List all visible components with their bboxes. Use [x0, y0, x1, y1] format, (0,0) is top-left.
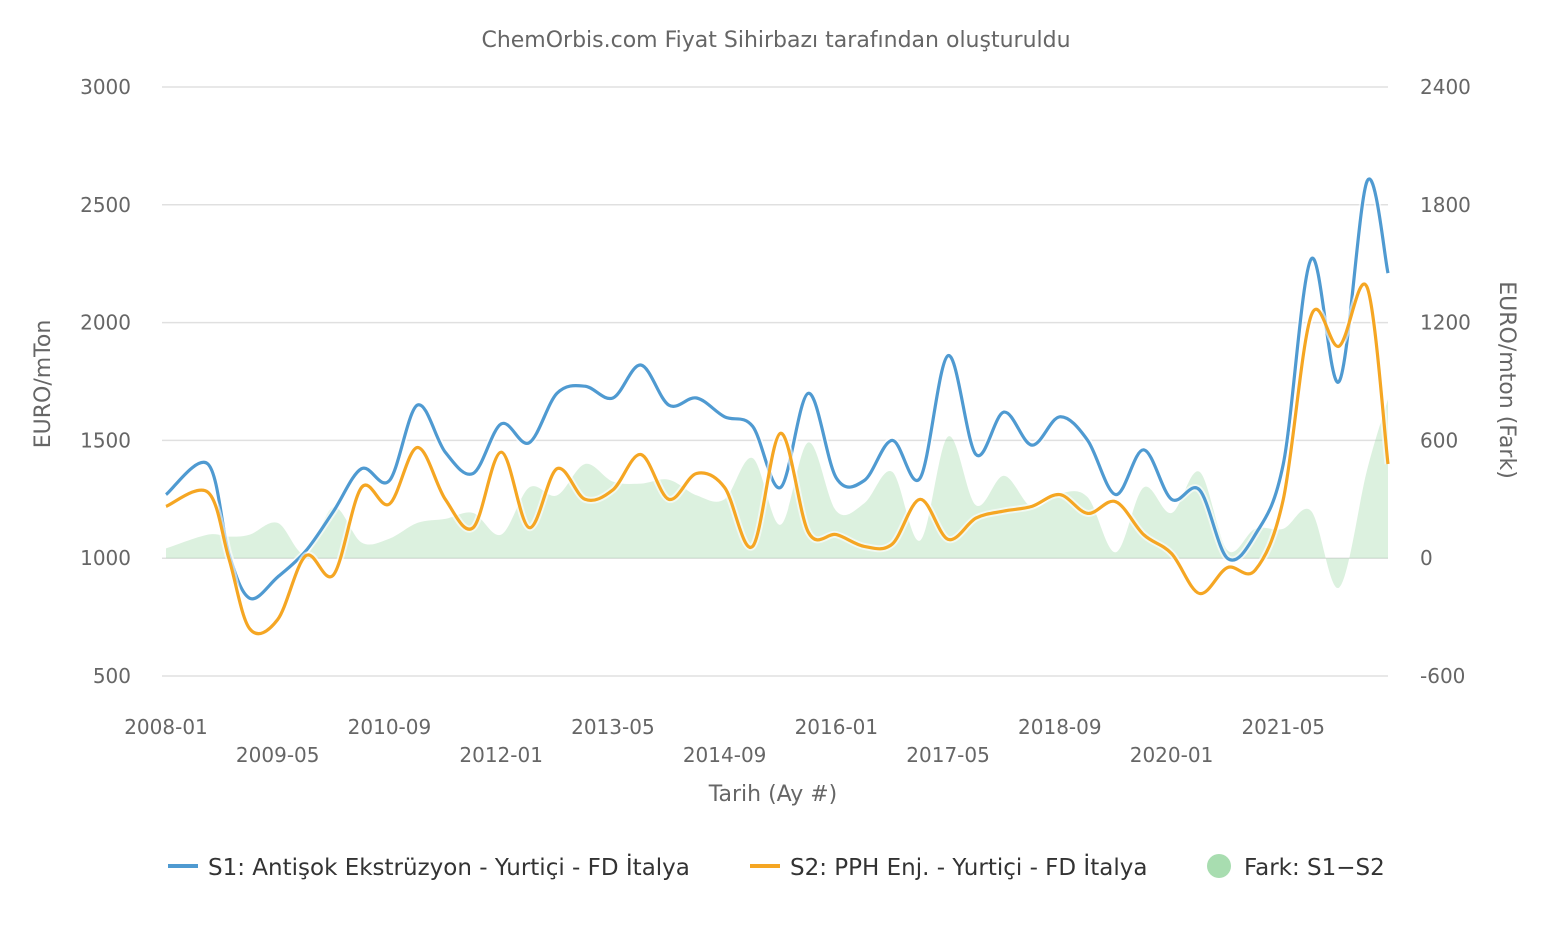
x-axis-title: Tarih (Ay #) — [708, 782, 838, 807]
legend-label: S2: PPH Enj. - Yurtiçi - FD İtalya — [790, 853, 1147, 881]
y-axis-title: EURO/mTon — [31, 320, 56, 449]
x-tick-label: 2009-05 — [236, 743, 320, 767]
legend: S1: Antişok Ekstrüzyon - Yurtiçi - FD İt… — [168, 853, 1385, 881]
x-tick-label: 2016-01 — [795, 715, 879, 739]
y2-tick-label: 0 — [1420, 546, 1433, 570]
x-tick-label: 2018-09 — [1018, 715, 1102, 739]
series-area — [166, 399, 1388, 589]
y2-tick-label: 600 — [1420, 428, 1458, 452]
legend-label: S1: Antişok Ekstrüzyon - Yurtiçi - FD İt… — [208, 853, 690, 881]
x-tick-label: 2014-09 — [683, 743, 767, 767]
x-tick-label: 2010-09 — [348, 715, 432, 739]
left-axis-ticks: 3000 2500 2000 1500 1000 500 — [80, 75, 131, 688]
series-line — [165, 282, 1390, 636]
y-tick-label: 500 — [93, 664, 131, 688]
y2-tick-label: 1800 — [1420, 193, 1471, 217]
right-axis-ticks: 2400 1800 1200 600 0 -600 — [1420, 75, 1471, 688]
x-tick-label: 2020-01 — [1130, 743, 1214, 767]
x-tick-label: 2017-05 — [906, 743, 990, 767]
series-lines — [163, 175, 1392, 638]
x-tick-label: 2013-05 — [571, 715, 655, 739]
x-axis-ticks: 2008-01 2010-09 2013-05 2016-01 2018-09 2021-… — [124, 715, 1325, 767]
fark-area — [166, 399, 1388, 589]
y-tick-label: 2000 — [80, 311, 131, 335]
y-tick-label: 2500 — [80, 193, 131, 217]
x-tick-label: 2021-05 — [1241, 715, 1325, 739]
chart-title: ChemOrbis.com Fiyat Sihirbazı tarafından… — [481, 28, 1070, 53]
y-tick-label: 1000 — [80, 546, 131, 570]
x-tick-label: 2012-01 — [459, 743, 543, 767]
y2-axis-title: EURO/mton (Fark) — [1494, 281, 1519, 479]
y2-tick-label: 1200 — [1420, 311, 1471, 335]
y-tick-label: 1500 — [80, 428, 131, 452]
series-line-halo — [164, 280, 1392, 638]
y2-tick-label: -600 — [1420, 664, 1465, 688]
grid — [162, 86, 1388, 677]
legend-label: Fark: S1−S2 — [1244, 855, 1385, 881]
x-tick-label: 2008-01 — [124, 715, 208, 739]
y2-tick-label: 2400 — [1420, 75, 1471, 99]
y-tick-label: 3000 — [80, 75, 131, 99]
legend-swatch — [1207, 854, 1231, 878]
series-line — [164, 177, 1390, 601]
